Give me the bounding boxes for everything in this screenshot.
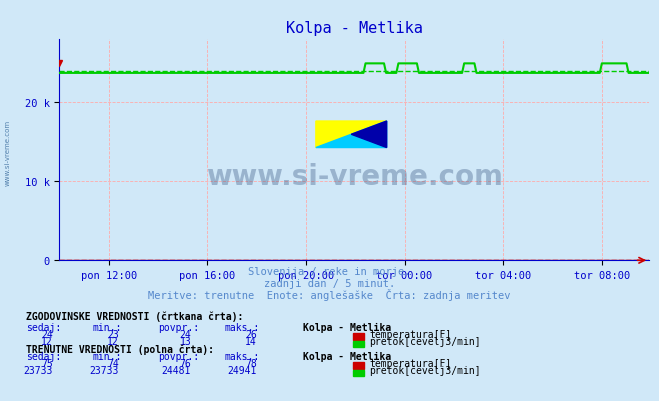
Text: 23733: 23733 (89, 365, 119, 375)
Text: 76: 76 (179, 358, 191, 368)
Text: 24: 24 (179, 329, 191, 339)
Text: povpr.:: povpr.: (158, 351, 199, 361)
Text: TRENUTNE VREDNOSTI (polna črta):: TRENUTNE VREDNOSTI (polna črta): (26, 343, 214, 354)
Text: Kolpa - Metlika: Kolpa - Metlika (303, 351, 391, 361)
Text: sedaj:: sedaj: (26, 322, 61, 332)
Text: ZGODOVINSKE VREDNOSTI (črtkana črta):: ZGODOVINSKE VREDNOSTI (črtkana črta): (26, 310, 244, 321)
Text: temperatura[F]: temperatura[F] (369, 358, 451, 368)
Text: 24: 24 (41, 329, 53, 339)
Text: 74: 74 (107, 358, 119, 368)
Text: 12: 12 (107, 336, 119, 346)
Text: min.:: min.: (92, 322, 122, 332)
Text: 23: 23 (107, 329, 119, 339)
Text: www.si-vreme.com: www.si-vreme.com (5, 119, 11, 185)
Text: maks.:: maks.: (224, 322, 259, 332)
Text: min.:: min.: (92, 351, 122, 361)
Polygon shape (351, 122, 387, 148)
Text: 14: 14 (245, 336, 257, 346)
Polygon shape (316, 122, 387, 148)
Title: Kolpa - Metlika: Kolpa - Metlika (286, 21, 422, 36)
Text: temperatura[F]: temperatura[F] (369, 329, 451, 339)
Text: sedaj:: sedaj: (26, 351, 61, 361)
Text: 26: 26 (245, 329, 257, 339)
Text: povpr.:: povpr.: (158, 322, 199, 332)
Text: zadnji dan / 5 minut.: zadnji dan / 5 minut. (264, 279, 395, 289)
Text: pretok[čevelj3/min]: pretok[čevelj3/min] (369, 336, 480, 346)
Text: 75: 75 (41, 358, 53, 368)
Text: maks.:: maks.: (224, 351, 259, 361)
Text: 13: 13 (179, 336, 191, 346)
Text: Slovenija / reke in morje.: Slovenija / reke in morje. (248, 267, 411, 277)
Polygon shape (316, 122, 387, 148)
Text: 23733: 23733 (23, 365, 53, 375)
Text: pretok[čevelj3/min]: pretok[čevelj3/min] (369, 365, 480, 375)
Text: 12: 12 (41, 336, 53, 346)
Text: Meritve: trenutne  Enote: anglešaške  Črta: zadnja meritev: Meritve: trenutne Enote: anglešaške Črta… (148, 289, 511, 301)
Text: 78: 78 (245, 358, 257, 368)
Text: 24481: 24481 (161, 365, 191, 375)
Text: www.si-vreme.com: www.si-vreme.com (206, 163, 503, 191)
Text: 24941: 24941 (227, 365, 257, 375)
Text: Kolpa - Metlika: Kolpa - Metlika (303, 322, 391, 332)
